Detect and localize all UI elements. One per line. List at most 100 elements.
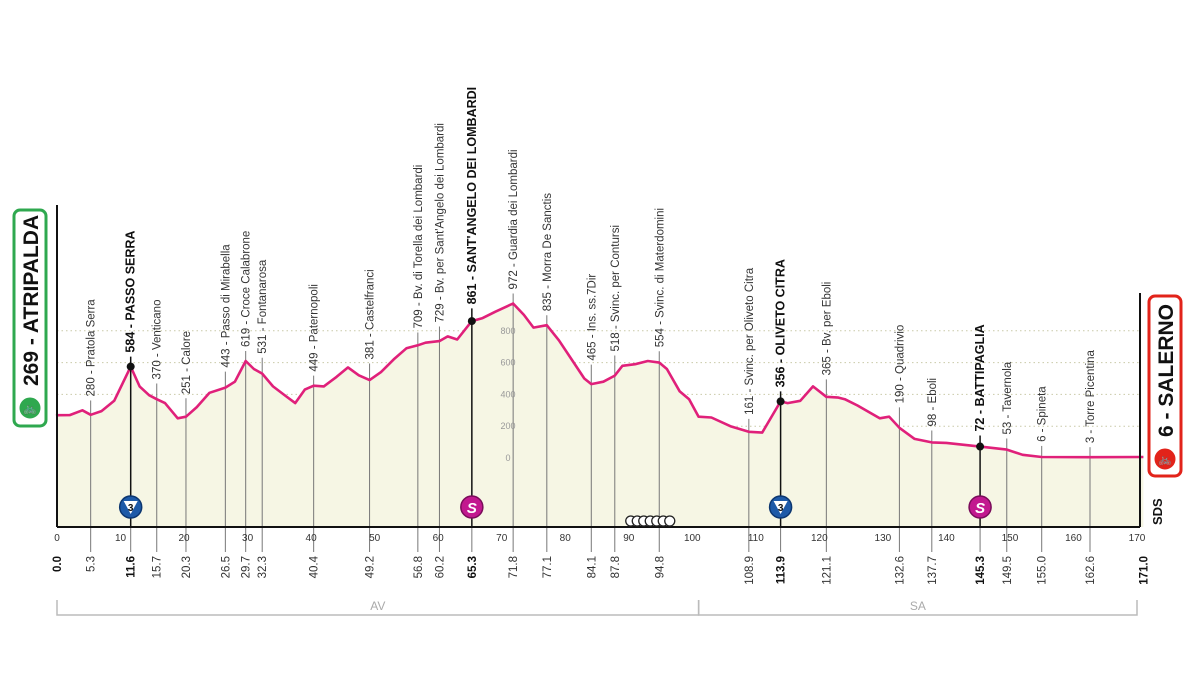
bike-glyph: 🚲 bbox=[1158, 454, 1172, 466]
waypoint-label: 443 - Passo di Mirabella bbox=[220, 244, 232, 368]
start-box bbox=[12, 208, 48, 428]
km-label: 84.1 bbox=[586, 556, 598, 578]
km-label: 87.8 bbox=[610, 556, 622, 578]
x-tick-label: 110 bbox=[748, 533, 764, 544]
km-label: 121.1 bbox=[821, 556, 833, 585]
bike-glyph: 🚲 bbox=[23, 403, 37, 415]
x-tick-label: 70 bbox=[496, 533, 508, 544]
waypoint-label: 190 - Quadrivio bbox=[894, 325, 906, 404]
feed-zone-icons bbox=[625, 515, 676, 527]
x-tick-label: 150 bbox=[1002, 533, 1019, 544]
x-tick-label: 80 bbox=[560, 533, 572, 544]
km-label: 108.9 bbox=[744, 556, 756, 585]
waypoint-dot bbox=[976, 442, 985, 451]
waypoint-label: 554 - Svinc. di Materdomini bbox=[654, 208, 666, 347]
sprint-badge-icon bbox=[460, 495, 484, 519]
km-label: 171.0 bbox=[1138, 556, 1150, 585]
gpm-category: 3 bbox=[778, 503, 784, 514]
km-label: 56.8 bbox=[413, 556, 425, 578]
waypoint-label: 72 - BATTIPAGLIA bbox=[973, 324, 987, 431]
bike-icon bbox=[18, 396, 42, 420]
waypoint-label: 98 - Eboli bbox=[927, 378, 939, 427]
km-label: 20.3 bbox=[181, 556, 193, 578]
gpm-category: 3 bbox=[128, 503, 134, 514]
waypoint-label: 465 - Ins. ss.7Dir bbox=[586, 274, 598, 361]
triangle-icon bbox=[123, 501, 138, 514]
waypoint-label: 835 - Morra De Sanctis bbox=[542, 193, 554, 311]
province-brackets: AV SA bbox=[56, 599, 1138, 616]
y-tick-label: 600 bbox=[501, 358, 516, 368]
x-tick-label: 10 bbox=[115, 533, 127, 544]
x-tick-label: 50 bbox=[369, 533, 381, 544]
x-tick-label: 130 bbox=[875, 533, 892, 544]
waypoint-dot bbox=[776, 397, 785, 406]
feed-zone-icon bbox=[664, 515, 676, 527]
waypoint-label: 861 - SANT'ANGELO DEI LOMBARDI bbox=[465, 87, 479, 305]
x-tick-label: 90 bbox=[623, 533, 635, 544]
km-label: 65.3 bbox=[467, 556, 479, 578]
x-tick-label: 140 bbox=[938, 533, 955, 544]
x-tick-label: 160 bbox=[1065, 533, 1082, 544]
x-tick-label: 40 bbox=[306, 533, 318, 544]
y-tick-label: 400 bbox=[501, 389, 516, 399]
km-label: 77.1 bbox=[542, 556, 554, 578]
waypoint-label: 6 - Spineta bbox=[1037, 386, 1049, 442]
waypoint-label: 53 - Tavernola bbox=[1002, 361, 1014, 434]
y-tick-label: 200 bbox=[501, 421, 516, 431]
waypoint-dot bbox=[467, 317, 476, 326]
waypoint-label: 972 - Guardia dei Lombardi bbox=[508, 149, 520, 289]
x-tick-label: 0 bbox=[54, 533, 60, 544]
waypoint-label: 381 - Castelfranci bbox=[365, 269, 377, 359]
waypoint-dot bbox=[126, 362, 135, 371]
sprint-label: S bbox=[975, 500, 985, 517]
province-bracket bbox=[697, 600, 1138, 616]
km-label: 162.6 bbox=[1085, 556, 1097, 585]
km-label: 15.7 bbox=[152, 556, 164, 578]
province-label: AV bbox=[370, 599, 385, 613]
province-label: SA bbox=[910, 599, 926, 613]
waypoint-label: 709 - Bv. di Torella dei Lombardi bbox=[413, 165, 425, 329]
km-label: 40.4 bbox=[309, 555, 321, 578]
finish-label: 6 - SALERNO bbox=[1155, 304, 1178, 437]
km-label: 137.7 bbox=[927, 556, 939, 585]
km-label: 145.3 bbox=[975, 556, 987, 585]
sprint-badge-icon bbox=[968, 495, 992, 519]
waypoint-label: 619 - Croce Calabrone bbox=[241, 231, 253, 347]
sds-logo: SDS bbox=[1150, 498, 1165, 525]
waypoint-label: 729 - Bv. per Sant'Angelo dei Lombardi bbox=[434, 123, 446, 323]
waypoint-label: 531 - Fontanarosa bbox=[257, 259, 269, 354]
profile-line bbox=[55, 302, 1144, 459]
waypoint-label: 518 - Svinc. per Contursi bbox=[610, 225, 622, 352]
waypoint-label: 449 - Paternopoli bbox=[309, 284, 321, 372]
waypoint-label: 584 - PASSO SERRA bbox=[124, 231, 138, 353]
bike-icon bbox=[1153, 447, 1177, 471]
km-label: 149.5 bbox=[1002, 556, 1014, 585]
triangle-icon bbox=[773, 501, 788, 514]
y-tick-label: 0 bbox=[506, 453, 511, 463]
km-label: 94.8 bbox=[654, 556, 666, 578]
y-tick-label: 800 bbox=[501, 326, 516, 336]
waypoint-lines bbox=[90, 293, 1091, 552]
x-tick-label: 170 bbox=[1129, 533, 1146, 544]
badges: 3 S 3 S bbox=[118, 495, 992, 519]
km-label: 49.2 bbox=[365, 556, 377, 578]
x-tick-label: 100 bbox=[684, 533, 701, 544]
km-label: 155.0 bbox=[1037, 556, 1049, 585]
km-label: 26.5 bbox=[220, 556, 232, 578]
waypoint-label: 356 - OLIVETO CITRA bbox=[774, 259, 788, 387]
x-tick-label: 60 bbox=[433, 533, 445, 544]
km-label: 113.9 bbox=[776, 556, 788, 584]
waypoints: 280 - Pratola Serra 584 - PASSO SERRA 370 … bbox=[86, 87, 1097, 451]
km-label: 0.0 bbox=[52, 556, 64, 572]
km-labels: 0.0 5.3 11.6 15.7 20.3 26.5 29.7 32.3 40.4 49.2 56… bbox=[52, 555, 1150, 584]
km-label: 60.2 bbox=[434, 556, 446, 578]
km-label: 11.6 bbox=[126, 556, 138, 578]
x-tick-label: 30 bbox=[242, 533, 254, 544]
x-tick-label: 120 bbox=[811, 533, 828, 544]
sprint-label: S bbox=[467, 500, 477, 517]
km-label: 5.3 bbox=[86, 556, 98, 572]
waypoint-label: 280 - Pratola Serra bbox=[86, 299, 98, 397]
km-label: 71.8 bbox=[508, 556, 520, 578]
km-label: 132.6 bbox=[894, 556, 906, 585]
